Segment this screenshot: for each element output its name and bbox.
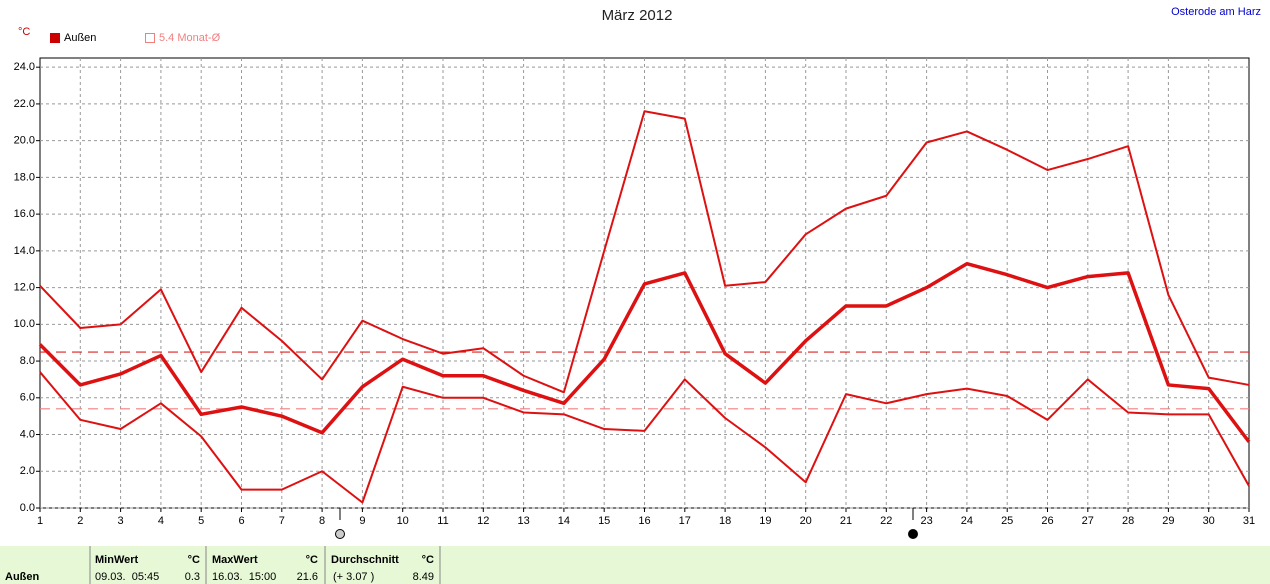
- summary-bar: [0, 546, 1270, 584]
- y-tick-label: 16.0: [14, 208, 35, 220]
- x-tick-label: 20: [800, 515, 812, 527]
- y-tick-label: 10.0: [14, 318, 35, 330]
- x-tick-label: 30: [1203, 515, 1215, 527]
- col-header: MaxWert: [212, 554, 258, 566]
- x-tick-label: 17: [679, 515, 691, 527]
- location: Osterode am Harz: [1171, 6, 1261, 18]
- y-tick-label: 4.0: [20, 428, 35, 440]
- x-tick-label: 14: [558, 515, 570, 527]
- x-tick-label: 13: [517, 515, 529, 527]
- series-line: [39, 371, 1250, 504]
- x-tick-label: 24: [961, 515, 973, 527]
- col-detail: (+ 3.07 ): [333, 571, 374, 583]
- x-tick-label: 31: [1243, 515, 1255, 527]
- col-unit: °C: [422, 554, 434, 566]
- col-detail: 16.03. 15:00: [212, 571, 276, 583]
- x-tick-label: 22: [880, 515, 892, 527]
- y-tick-label: 6.0: [20, 392, 35, 404]
- x-tick-label: 6: [238, 515, 244, 527]
- col-value: 8.49: [413, 571, 434, 583]
- x-tick-label: 16: [638, 515, 650, 527]
- y-tick-label: 8.0: [20, 355, 35, 367]
- chart-title: März 2012: [602, 7, 673, 24]
- legend-swatch: [50, 33, 60, 43]
- x-tick-label: 11: [437, 515, 448, 527]
- y-unit: °C: [18, 26, 30, 38]
- col-unit: °C: [306, 554, 318, 566]
- y-tick-label: 24.0: [14, 61, 35, 73]
- x-tick-label: 8: [319, 515, 325, 527]
- series-line: [38, 261, 1251, 443]
- col-unit: °C: [188, 554, 200, 566]
- x-tick-label: 23: [920, 515, 932, 527]
- legend-swatch: [145, 33, 155, 43]
- x-tick-label: 10: [397, 515, 409, 527]
- x-tick-label: 12: [477, 515, 489, 527]
- x-tick-label: 4: [158, 515, 164, 527]
- series-line: [39, 110, 1250, 394]
- x-tick-label: 28: [1122, 515, 1134, 527]
- x-tick-label: 7: [279, 515, 285, 527]
- col-value: 0.3: [185, 571, 200, 583]
- y-tick-label: 22.0: [14, 98, 35, 110]
- x-tick-label: 19: [759, 515, 771, 527]
- x-tick-label: 21: [840, 515, 852, 527]
- x-tick-label: 5: [198, 515, 204, 527]
- legend-label: Außen: [64, 32, 96, 44]
- x-tick-label: 15: [598, 515, 610, 527]
- x-tick-label: 29: [1162, 515, 1174, 527]
- legend-label: 5.4 Monat-Ø: [159, 32, 221, 44]
- x-tick-label: 25: [1001, 515, 1013, 527]
- col-header: Durchschnitt: [331, 554, 399, 566]
- y-tick-label: 14.0: [14, 245, 35, 257]
- x-tick-label: 2: [77, 515, 83, 527]
- new-moon-icon: [908, 529, 918, 539]
- col-detail: 09.03. 05:45: [95, 571, 159, 583]
- col-value: 21.6: [297, 571, 318, 583]
- full-moon-icon: [335, 529, 345, 539]
- y-tick-label: 18.0: [14, 171, 35, 183]
- y-tick-label: 20.0: [14, 135, 35, 147]
- x-tick-label: 1: [37, 515, 43, 527]
- x-tick-label: 18: [719, 515, 731, 527]
- y-tick-label: 0.0: [20, 502, 35, 514]
- x-tick-label: 27: [1082, 515, 1094, 527]
- plot-area: 0.0 2.0 4.0 6.0 8.0 10.0 12.0 14.0 16.0 18.0 20.0 2…: [14, 57, 1255, 527]
- col-header: MinWert: [95, 554, 139, 566]
- x-tick-label: 26: [1041, 515, 1053, 527]
- y-tick-label: 2.0: [20, 465, 35, 477]
- y-tick-label: 12.0: [14, 281, 35, 293]
- x-tick-label: 3: [118, 515, 124, 527]
- row-label: Außen: [5, 571, 40, 583]
- x-tick-label: 9: [359, 515, 365, 527]
